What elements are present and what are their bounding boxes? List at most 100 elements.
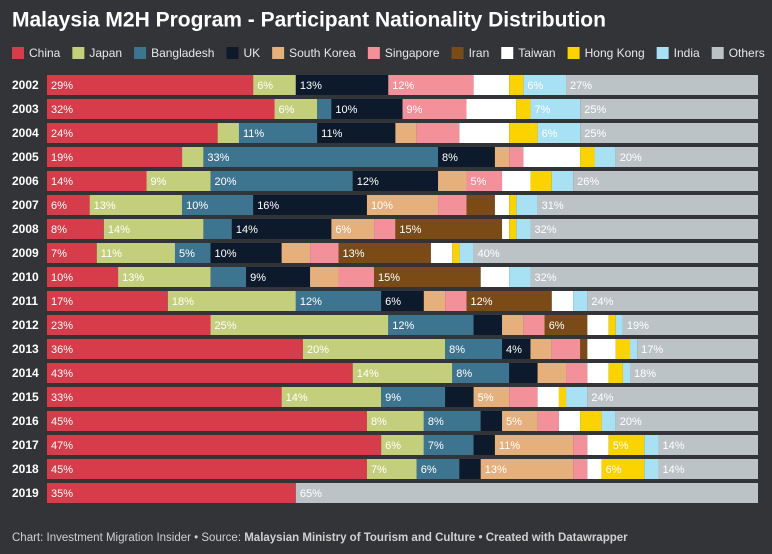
bar-segment — [587, 387, 758, 407]
data-label: 14% — [108, 224, 130, 236]
bar-segment — [103, 219, 204, 239]
data-label: 25% — [584, 104, 606, 116]
data-label: 6% — [335, 224, 351, 236]
bar-segment — [47, 483, 296, 503]
bar-segment — [587, 459, 602, 479]
bar-segment — [416, 459, 460, 479]
data-label: 7% — [51, 248, 67, 260]
bar-segment — [544, 315, 588, 335]
data-label: 23% — [51, 320, 73, 332]
legend-swatch — [567, 47, 580, 59]
footer-credit: Chart: Investment Migration Insider • So… — [12, 532, 241, 544]
y-tick-label: 2012 — [12, 318, 39, 332]
bar-segment — [366, 411, 424, 431]
data-label: 6% — [606, 464, 622, 476]
data-label: 12% — [392, 320, 414, 332]
data-label: 12% — [470, 296, 492, 308]
bar-segment — [615, 411, 758, 431]
legend-label: Hong Kong — [585, 46, 645, 60]
bar-segment — [295, 291, 382, 311]
bar-segment — [310, 243, 339, 263]
data-label: 5% — [506, 416, 522, 428]
data-label: 6% — [421, 464, 437, 476]
bar-segment — [423, 291, 446, 311]
data-label: 13% — [300, 80, 322, 92]
legend-label: Bangladesh — [151, 46, 214, 60]
legend-swatch — [272, 47, 285, 59]
data-label: 65% — [300, 488, 322, 500]
bar-segment — [587, 315, 609, 335]
data-label: 29% — [51, 80, 73, 92]
bar-segment — [395, 219, 503, 239]
y-tick-label: 2018 — [12, 462, 39, 476]
bar-segment — [509, 387, 538, 407]
data-label: 32% — [534, 272, 556, 284]
bar-segment — [502, 339, 531, 359]
bar-segment — [281, 243, 311, 263]
data-label: 13% — [122, 272, 144, 284]
bar-segment — [238, 123, 318, 143]
bar-segment — [658, 459, 758, 479]
data-label: 9% — [250, 272, 266, 284]
data-label: 19% — [627, 320, 649, 332]
data-label: 14% — [662, 440, 684, 452]
bar-segment — [480, 459, 574, 479]
y-tick-label: 2010 — [12, 270, 39, 284]
legend-swatch — [451, 47, 464, 59]
bar-segment — [47, 459, 367, 479]
bar-segment — [47, 123, 218, 143]
data-label: 18% — [172, 296, 194, 308]
legend-swatch — [711, 47, 724, 59]
bar-segment — [630, 363, 758, 383]
bar-segment — [459, 123, 510, 143]
chart-title: Malaysia M2H Program - Participant Natio… — [12, 9, 606, 32]
data-label: 20% — [620, 152, 642, 164]
data-label: 25% — [584, 128, 606, 140]
data-label: 6% — [385, 440, 401, 452]
bar-segment — [509, 195, 517, 215]
bar-segment — [608, 315, 616, 335]
bar-segment — [366, 459, 417, 479]
data-label: 8% — [428, 416, 444, 428]
bar-segment — [587, 291, 758, 311]
data-label: 6% — [527, 80, 543, 92]
data-label: 6% — [257, 80, 273, 92]
bar-segment — [509, 147, 524, 167]
bar-segment — [509, 219, 517, 239]
legend-label: Taiwan — [518, 46, 555, 60]
y-tick-label: 2002 — [12, 78, 39, 92]
bar-segment — [608, 363, 623, 383]
bar-segment — [381, 291, 424, 311]
data-label: 14% — [286, 392, 308, 404]
bar-segment — [502, 171, 531, 191]
bar-segment — [608, 435, 645, 455]
bar-segment — [580, 147, 595, 167]
data-label: 5% — [613, 440, 629, 452]
bar-segment — [402, 99, 467, 119]
bar-segment — [331, 219, 375, 239]
legend-label: India — [674, 46, 700, 60]
data-label: 24% — [51, 128, 73, 140]
bar-segment — [473, 315, 503, 335]
bar-segment — [558, 387, 567, 407]
bar-segment — [388, 75, 474, 95]
data-label: 6% — [542, 128, 558, 140]
bar-segment — [573, 291, 588, 311]
bar-segment — [146, 171, 211, 191]
data-label: 7% — [428, 440, 444, 452]
bar-segment — [509, 123, 538, 143]
data-label: 7% — [463, 128, 479, 140]
bar-segment — [523, 75, 567, 95]
data-label: 10% — [371, 200, 393, 212]
bar-segment — [615, 147, 758, 167]
bar-segment — [594, 147, 616, 167]
bar-segment — [374, 219, 396, 239]
bar-segment — [502, 315, 524, 335]
bar-segment — [473, 75, 510, 95]
legend-swatch — [12, 47, 24, 59]
bar-segment — [295, 483, 758, 503]
bar-segment — [253, 75, 296, 95]
bar-segment — [587, 435, 609, 455]
data-label: 17% — [51, 296, 73, 308]
